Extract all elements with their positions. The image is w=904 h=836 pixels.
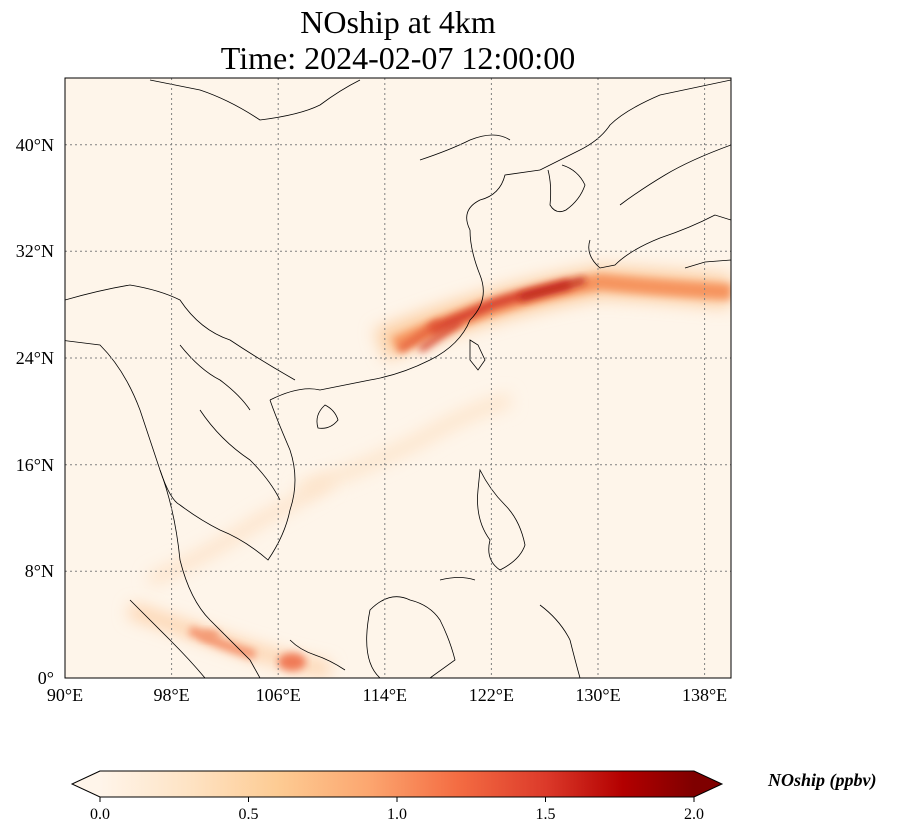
map-background [65,78,731,678]
colorbar [70,770,724,802]
colorbar-tick-1-5: 1.5 [535,806,556,823]
lon-label-114e: 114°E [362,685,408,705]
lat-label-0: 0° [37,668,54,688]
lat-label-24n: 24°N [15,348,54,368]
lat-label-8n: 8°N [24,561,54,581]
lon-label-98e: 98°E [153,685,190,705]
map-title: NOship at 4km Time: 2024-02-07 12:00:00 [65,4,731,76]
lat-label-40n: 40°N [15,135,54,155]
lon-label-130e: 130°E [575,685,621,705]
title-line-2: Time: 2024-02-07 12:00:00 [220,40,576,76]
colorbar-label: NOship (ppbv) [768,770,877,790]
map-frame [64,77,732,679]
lon-label-106e: 106°E [255,685,301,705]
lat-label-32n: 32°N [15,241,54,261]
title-line-1: NOship at 4km [300,4,496,40]
concentration-field [127,265,731,677]
colorbar-tick-0: 0.0 [90,806,110,823]
lon-label-122e: 122°E [468,685,514,705]
lon-label-90e: 90°E [46,685,84,705]
colorbar-tick-0-5: 0.5 [238,806,259,823]
lat-label-16n: 16°N [15,455,54,475]
gridlines [65,78,731,678]
lon-label-138e: 138°E [681,685,728,705]
colorbar-tick-1: 1.0 [387,806,407,823]
colorbar-tick-2: 2.0 [684,806,704,823]
